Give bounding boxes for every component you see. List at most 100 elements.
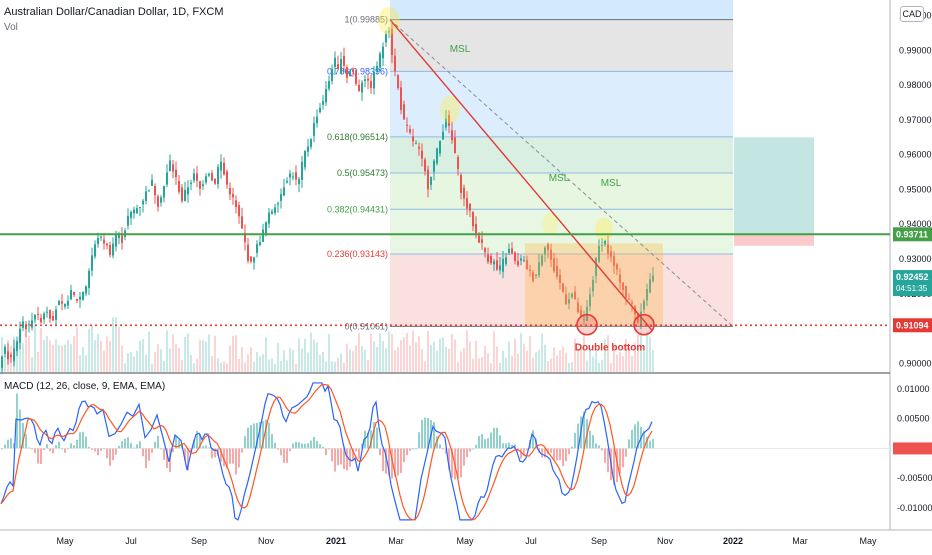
volume-bar (505, 357, 507, 372)
candle-body (541, 255, 543, 266)
volume-bar (511, 356, 513, 372)
candle-body (352, 69, 354, 72)
volume-bar (268, 359, 270, 372)
volume-bar (562, 346, 564, 372)
macd-histogram-bar (304, 443, 306, 449)
macd-histogram-bar (52, 448, 54, 454)
time-tick-label: Sep (191, 536, 207, 546)
candle-body (622, 282, 624, 290)
candle-body (202, 184, 204, 187)
macd-histogram-bar (352, 448, 354, 461)
macd-histogram-bar (229, 448, 231, 464)
volume-bar (34, 314, 36, 372)
candle-body (220, 161, 222, 171)
macd-histogram-bar (85, 436, 87, 449)
candle-body (433, 160, 435, 172)
candle-body (565, 294, 567, 304)
volume-bar (457, 362, 459, 372)
macd-histogram-bar (523, 448, 525, 457)
candle-body (370, 81, 372, 88)
macd-histogram-bar (601, 448, 603, 451)
macd-histogram-bar (37, 448, 39, 464)
pivot-highlight (378, 6, 400, 35)
macd-histogram-bar (631, 429, 633, 449)
candle-body (358, 84, 360, 91)
candle-body (424, 159, 426, 172)
macd-histogram-bar (364, 430, 366, 449)
candle-body (295, 172, 297, 180)
macd-histogram-bar (484, 439, 486, 449)
macd-histogram-bar (565, 448, 567, 462)
volume-bar (193, 363, 195, 372)
macd-histogram-bar (511, 444, 513, 449)
volume-bar (16, 340, 18, 372)
macd-histogram-bar (487, 438, 489, 449)
time-tick-label: Mar (792, 536, 808, 546)
macd-histogram-bar (445, 448, 447, 454)
volume-bar (604, 339, 606, 372)
macd-histogram-bar (502, 443, 504, 449)
macd-histogram-bar (46, 444, 48, 449)
macd-tick-label: 0.01000 (897, 384, 930, 394)
candle-body (256, 244, 258, 253)
macd-histogram-bar (319, 444, 321, 449)
macd-histogram-bar (163, 448, 165, 460)
macd-histogram-bar (508, 442, 510, 449)
candle-body (496, 260, 498, 270)
volume-bar (133, 356, 135, 372)
volume-bar (25, 338, 27, 372)
volume-bar (310, 332, 312, 372)
currency-button[interactable]: CAD (900, 6, 924, 22)
candle-body (235, 200, 237, 207)
volume-bar (559, 350, 561, 372)
volume-bar (565, 352, 567, 372)
volume-bar (643, 351, 645, 372)
volume-bar (493, 331, 495, 372)
volume-bar (625, 339, 627, 372)
volume-bar (451, 333, 453, 372)
macd-value-bg (893, 442, 932, 455)
macd-histogram-bar (199, 433, 201, 449)
macd-histogram-bar (439, 444, 441, 449)
candle-body (232, 193, 234, 198)
macd-histogram-bar (478, 436, 480, 449)
pivot-highlight (595, 217, 613, 242)
volume-bar (181, 359, 183, 372)
candle-body (289, 173, 291, 178)
volume-bar (121, 345, 123, 372)
macd-histogram-bar (82, 431, 84, 449)
macd-histogram-bar (460, 448, 462, 478)
volume-bar (421, 349, 423, 372)
volume-bar (478, 358, 480, 372)
volume-bar (652, 349, 654, 372)
signal-line (0, 383, 653, 521)
macd-histogram-bar (124, 438, 126, 449)
candle-body (520, 258, 522, 261)
macd-histogram-bar (301, 443, 303, 449)
candle-body (31, 320, 33, 328)
candle-body (508, 248, 510, 253)
candle-body (175, 169, 177, 178)
volume-bar (196, 358, 198, 372)
macd-histogram-bar (277, 448, 279, 450)
volume-bar (361, 346, 363, 372)
volume-bar (109, 341, 111, 372)
volume-bar (91, 325, 93, 372)
candle-body (583, 318, 585, 320)
macd-histogram-bar (496, 427, 498, 449)
macd-histogram-bar (19, 409, 21, 449)
candle-body (436, 148, 438, 164)
candle-body (22, 321, 24, 328)
macd-histogram-bar (553, 448, 555, 460)
volume-bar (274, 363, 276, 372)
volume-bar (610, 363, 612, 372)
price-tick-label: 0.98000 (899, 80, 932, 90)
volume-bar (379, 333, 381, 372)
candle-body (331, 68, 333, 81)
candle-body (544, 247, 546, 255)
macd-histogram-bar (541, 448, 543, 458)
macd-histogram-bar (307, 443, 309, 449)
volume-bar (259, 356, 261, 372)
candle-body (361, 82, 363, 93)
